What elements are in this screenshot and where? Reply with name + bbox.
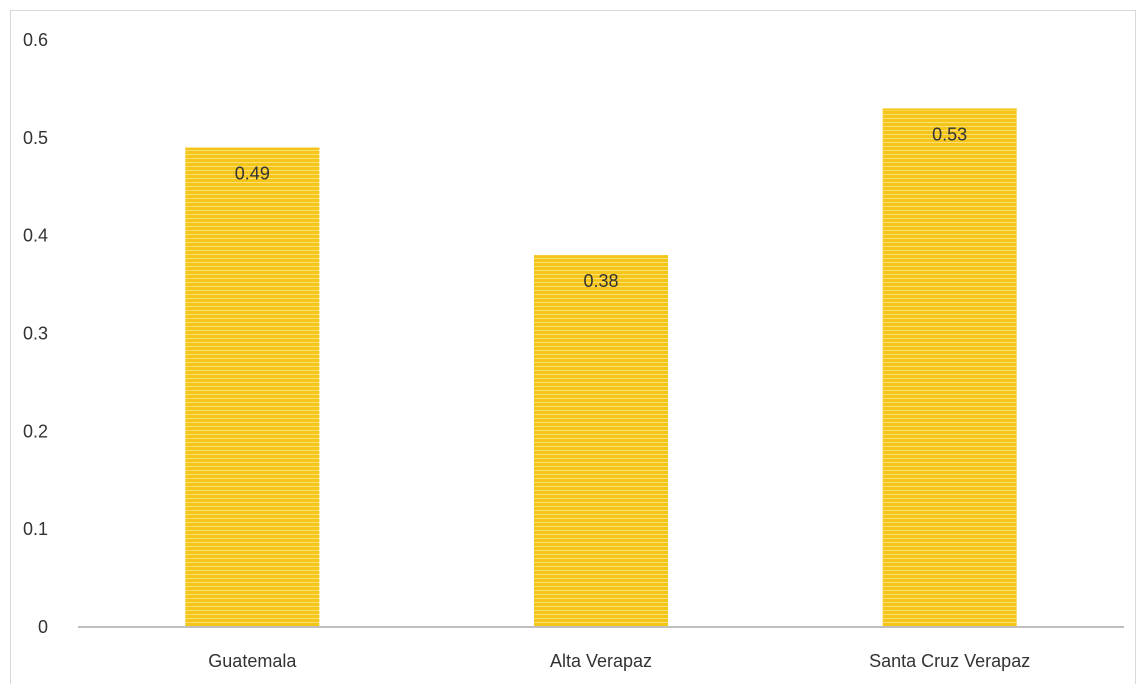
bar-top-edge <box>534 255 668 258</box>
y-tick-label: 0.2 <box>23 421 48 441</box>
y-tick-label: 0.6 <box>23 30 48 50</box>
category-label: Santa Cruz Verapaz <box>869 651 1030 671</box>
data-label: 0.49 <box>235 164 270 184</box>
y-tick-label: 0.5 <box>23 128 48 148</box>
data-label: 0.53 <box>932 124 967 144</box>
bar-top-edge <box>185 147 320 150</box>
y-axis-ticks: 0 0.1 0.2 0.3 0.4 0.5 0.6 <box>23 30 48 637</box>
y-tick-label: 0.4 <box>23 226 48 246</box>
bar <box>185 147 320 627</box>
data-label: 0.38 <box>583 271 618 291</box>
category-label: Guatemala <box>208 651 297 671</box>
bar <box>882 108 1017 627</box>
bars <box>185 108 1017 627</box>
y-tick-label: 0 <box>38 617 48 637</box>
y-tick-label: 0.3 <box>23 324 48 344</box>
data-labels: 0.49 0.38 0.53 <box>235 124 967 291</box>
category-labels: Guatemala Alta Verapaz Santa Cruz Verapaz <box>208 651 1030 671</box>
y-tick-label: 0.1 <box>23 519 48 539</box>
bar-top-edge <box>882 108 1017 111</box>
bar <box>534 255 668 627</box>
category-label: Alta Verapaz <box>550 651 652 671</box>
